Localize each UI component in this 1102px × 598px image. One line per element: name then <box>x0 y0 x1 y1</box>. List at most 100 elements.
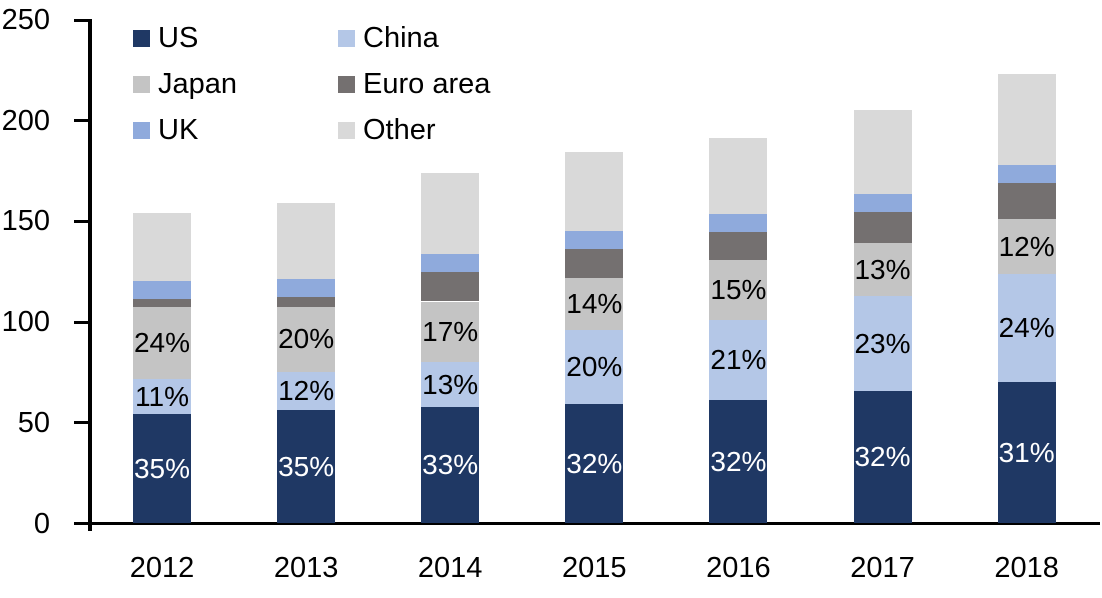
bar-label-us-2015: 32% <box>566 447 623 479</box>
bar-label-china-2013: 12% <box>278 375 335 407</box>
bar-label-us-2014: 33% <box>422 449 479 481</box>
x-tick-label-2013: 2013 <box>273 552 339 584</box>
x-tick-label-2014: 2014 <box>417 552 483 584</box>
bar-segment-us-2014 <box>421 407 480 523</box>
legend-item-china: China <box>338 22 439 56</box>
y-tick-label-150: 150 <box>1 205 50 238</box>
legend-item-uk: UK <box>133 114 198 148</box>
legend-label-euro-area: Euro area <box>363 68 491 100</box>
bar-segment-other-2014 <box>421 172 480 255</box>
bar-label-china-2018: 24% <box>998 312 1055 344</box>
bar-segment-euro-area-2018 <box>997 182 1056 219</box>
bar-segment-japan-2012 <box>133 306 191 380</box>
legend-swatch-japan-icon <box>133 76 150 93</box>
legend-label-uk: UK <box>158 114 199 146</box>
bar-label-us-2017: 32% <box>854 441 911 473</box>
bar-label-us-2012: 35% <box>133 452 191 484</box>
bar-segment-other-2017 <box>853 110 912 194</box>
bar-segment-euro-area-2015 <box>565 249 624 279</box>
bar-label-japan-2017: 13% <box>854 253 911 285</box>
y-tick-label-200: 200 <box>1 104 50 137</box>
bar-label-china-2017: 23% <box>854 327 911 359</box>
bar-segment-other-2016 <box>709 138 768 214</box>
legend-label-japan: Japan <box>158 68 238 100</box>
legend-label-us: US <box>158 22 199 54</box>
legend-label-china: China <box>363 22 439 54</box>
bar-segment-uk-2018 <box>997 164 1056 183</box>
y-tick-label-50: 50 <box>17 406 50 439</box>
legend-label-other: Other <box>363 114 436 146</box>
bar-label-japan-2018: 12% <box>998 230 1055 262</box>
bar-segment-us-2015 <box>565 404 624 523</box>
bar-label-us-2016: 32% <box>710 445 767 477</box>
bar-label-japan-2013: 20% <box>278 323 335 355</box>
y-tick-mark-50 <box>74 421 88 425</box>
bar-label-china-2014: 13% <box>422 368 479 400</box>
x-tick-label-2017: 2017 <box>850 552 915 584</box>
bar-segment-uk-2017 <box>853 193 912 212</box>
y-tick-mark-200 <box>74 119 88 123</box>
bar-label-china-2015: 20% <box>566 350 623 382</box>
bar-segment-us-2018 <box>997 382 1056 523</box>
bar-segment-china-2017 <box>853 296 912 392</box>
y-tick-label-0: 0 <box>33 507 50 540</box>
bar-segment-japan-2016 <box>709 260 768 320</box>
bar-segment-euro-area-2016 <box>709 232 768 261</box>
x-tick-label-2015: 2015 <box>562 552 627 584</box>
bar-label-japan-2015: 14% <box>566 288 623 320</box>
y-tick-mark-0 <box>74 522 88 525</box>
bar-segment-euro-area-2014 <box>421 272 480 302</box>
bar-segment-uk-2016 <box>709 213 768 233</box>
bar-segment-china-2012 <box>133 379 191 415</box>
y-axis-line <box>88 19 92 531</box>
legend-swatch-uk-icon <box>133 122 150 139</box>
bar-segment-china-2014 <box>421 361 480 408</box>
bar-label-us-2018: 31% <box>998 436 1055 468</box>
x-tick-label-2018: 2018 <box>994 552 1059 584</box>
bar-segment-euro-area-2017 <box>853 211 912 244</box>
legend-swatch-china-icon <box>338 30 355 47</box>
bar-segment-uk-2015 <box>565 231 624 250</box>
bar-label-japan-2016: 15% <box>710 273 767 305</box>
bar-segment-other-2018 <box>997 73 1056 165</box>
x-tick-label-2012: 2012 <box>129 552 195 584</box>
legend-swatch-other-icon <box>338 122 355 139</box>
bar-segment-china-2018 <box>997 274 1056 383</box>
bar-segment-japan-2017 <box>853 243 912 297</box>
bar-segment-uk-2012 <box>133 281 191 300</box>
x-tick-label-2016: 2016 <box>706 552 771 584</box>
legend-item-us: US <box>133 22 198 56</box>
bar-segment-japan-2018 <box>997 218 1056 275</box>
y-tick-mark-100 <box>74 320 88 324</box>
bar-segment-japan-2013 <box>277 306 336 372</box>
bar-segment-japan-2014 <box>421 301 480 362</box>
bar-label-japan-2014: 17% <box>422 315 479 347</box>
bar-segment-other-2012 <box>133 212 191 282</box>
bar-segment-us-2017 <box>853 391 912 523</box>
bar-segment-japan-2015 <box>565 278 624 330</box>
bar-segment-china-2015 <box>565 329 624 405</box>
y-tick-mark-150 <box>74 219 88 223</box>
bar-label-china-2012: 11% <box>135 380 189 412</box>
y-tick-label-250: 250 <box>1 4 50 37</box>
bar-segment-china-2013 <box>277 371 336 411</box>
bar-segment-other-2013 <box>277 202 336 280</box>
bar-label-japan-2012: 24% <box>133 326 191 358</box>
legend-item-japan: Japan <box>133 68 237 102</box>
legend-item-euro-area: Euro area <box>338 68 490 102</box>
bar-segment-euro-area-2013 <box>277 297 336 307</box>
bar-segment-uk-2014 <box>421 254 480 273</box>
y-tick-mark-250 <box>74 18 88 22</box>
legend-swatch-us-icon <box>133 30 150 47</box>
bar-segment-china-2016 <box>709 319 768 401</box>
bar-label-us-2013: 35% <box>278 450 335 482</box>
bar-segment-us-2012 <box>133 414 191 523</box>
bar-segment-other-2015 <box>565 152 624 231</box>
bar-segment-us-2013 <box>277 410 336 523</box>
bar-segment-uk-2013 <box>277 279 336 298</box>
bar-label-china-2016: 21% <box>710 343 767 375</box>
legend-swatch-euro-area-icon <box>338 76 355 93</box>
bar-segment-us-2016 <box>709 400 768 523</box>
bar-segment-euro-area-2012 <box>133 299 191 307</box>
